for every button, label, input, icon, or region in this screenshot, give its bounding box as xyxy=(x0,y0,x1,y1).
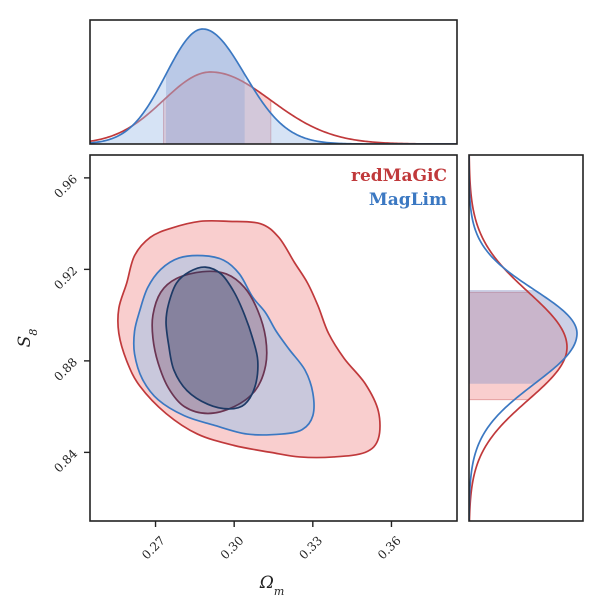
y-axis-label: S8 xyxy=(15,329,40,348)
legend-entry-redmagic: redMaGiC xyxy=(351,166,447,186)
right-marginal-panel xyxy=(468,154,584,522)
right-panel-frame xyxy=(468,154,584,522)
x-axis-label: Ωm xyxy=(259,573,285,598)
legend: redMaGiC MagLim xyxy=(351,166,447,210)
x-tick-label: 0.27 xyxy=(139,533,168,562)
y-tick-label: 0.96 xyxy=(51,172,80,201)
y-tick-label: 0.88 xyxy=(51,355,80,384)
right-curve-maglim xyxy=(469,155,578,521)
top-marginal-panel xyxy=(89,19,458,145)
main-panel-frame xyxy=(89,154,458,522)
top-curve-maglim xyxy=(90,28,457,144)
contour-68-redmagic xyxy=(151,270,268,415)
contour-95-maglim xyxy=(132,254,315,436)
top-panel-frame xyxy=(89,19,458,145)
y-tick-label: 0.84 xyxy=(51,446,80,475)
legend-entry-maglim: MagLim xyxy=(369,190,447,210)
x-tick-label: 0.30 xyxy=(218,533,247,562)
x-axis-ticks: 0.27 0.30 0.33 0.36 xyxy=(139,521,404,562)
y-axis-ticks: 0.84 0.88 0.92 0.96 xyxy=(51,172,90,475)
right-curve-redmagic xyxy=(469,155,568,521)
main-contour-panel: 0.27 0.30 0.33 0.36 0.84 0.88 0.92 0.96 xyxy=(51,154,458,562)
top-fill-maglim xyxy=(90,29,457,144)
top-band-maglim xyxy=(166,29,245,144)
right-band-maglim xyxy=(469,289,577,384)
y-tick-label: 0.92 xyxy=(51,264,80,293)
x-tick-label: 0.33 xyxy=(296,533,325,562)
x-tick-label: 0.36 xyxy=(375,533,404,562)
contour-68-maglim xyxy=(165,266,259,410)
